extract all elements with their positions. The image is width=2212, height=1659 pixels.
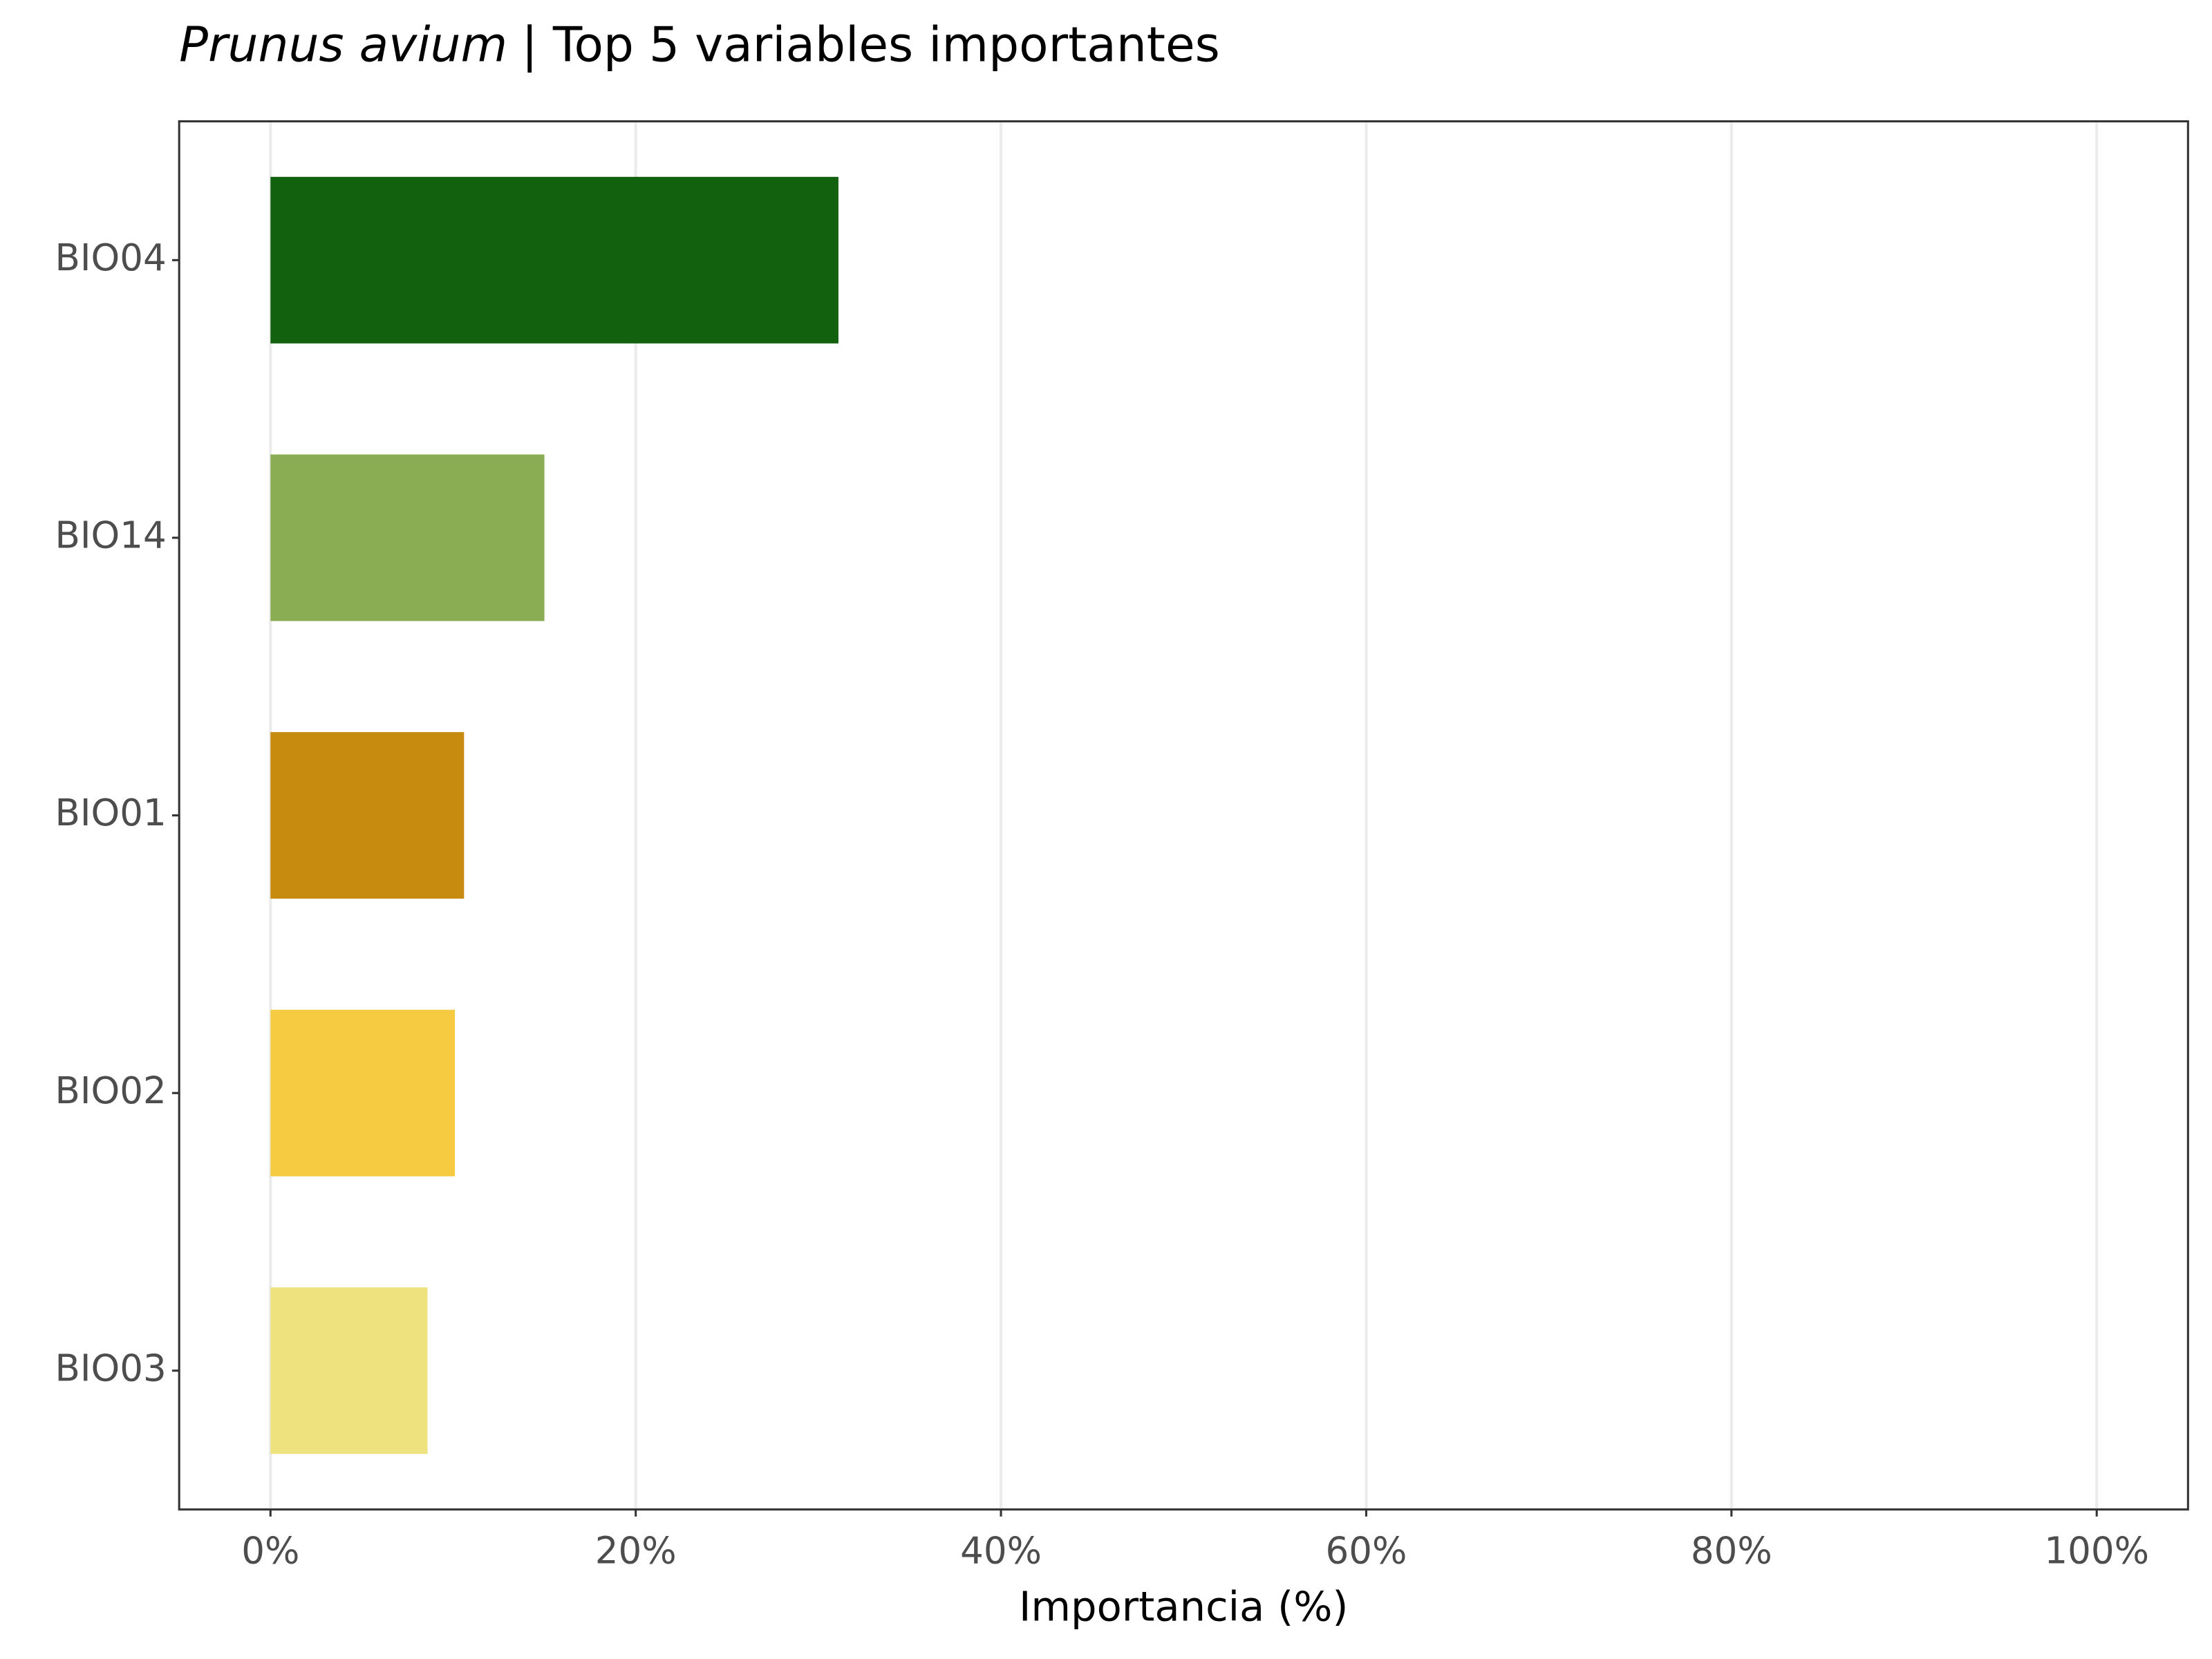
bar: [270, 1009, 456, 1177]
chart-title: Prunus avium | Top 5 variables importante…: [179, 17, 1220, 73]
x-tick-label: 60%: [1325, 1530, 1407, 1573]
x-tick-label: 80%: [1691, 1530, 1772, 1573]
bar: [270, 176, 838, 344]
bar: [270, 454, 545, 621]
bar: [270, 1287, 428, 1454]
x-tick-label: 100%: [2044, 1530, 2149, 1573]
x-axis-title: Importancia (%): [1019, 1583, 1349, 1631]
y-tick-label: BIO14: [55, 514, 167, 557]
title-text: | Top 5 variables importantes: [521, 17, 1219, 73]
x-tick-label: 40%: [960, 1530, 1042, 1573]
bar: [270, 732, 465, 899]
plot-background: [179, 121, 2188, 1510]
x-tick-label: 0%: [241, 1530, 299, 1573]
y-tick-label: BIO01: [55, 791, 167, 834]
y-tick-label: BIO03: [55, 1347, 167, 1389]
title-species: Prunus avium: [179, 17, 507, 73]
x-tick-label: 20%: [595, 1530, 677, 1573]
y-tick-label: BIO04: [55, 236, 167, 279]
plot-border: [178, 120, 2189, 1511]
y-tick-label: BIO02: [55, 1069, 167, 1112]
